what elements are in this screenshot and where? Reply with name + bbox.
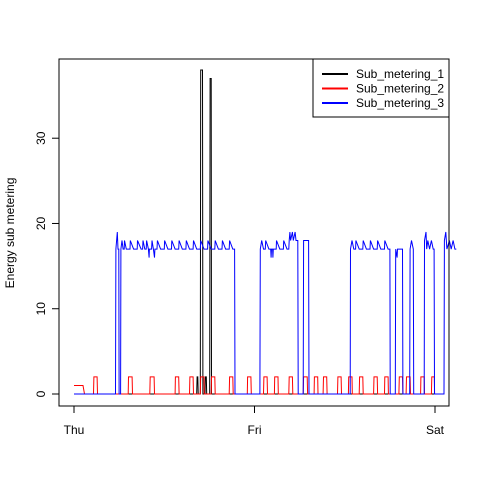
y-axis-label: Energy sub metering [3, 178, 17, 289]
y-tick-label: 0 [34, 390, 48, 397]
y-tick-label: 20 [34, 216, 48, 230]
plot-frame [58, 58, 450, 407]
y-tick-label: 10 [34, 302, 48, 316]
x-tick-label: Fri [248, 423, 262, 437]
legend-label: Sub_metering_2 [356, 82, 444, 96]
x-tick-label: Sat [426, 423, 445, 437]
x-tick-label: Thu [64, 423, 85, 437]
y-tick-label: 30 [34, 131, 48, 145]
legend: Sub_metering_1Sub_metering_2Sub_metering… [312, 58, 450, 118]
legend-label: Sub_metering_3 [356, 96, 444, 110]
series-line-sub-metering-3 [74, 231, 457, 395]
series-layer [74, 69, 457, 395]
legend-label: Sub_metering_1 [356, 67, 444, 81]
